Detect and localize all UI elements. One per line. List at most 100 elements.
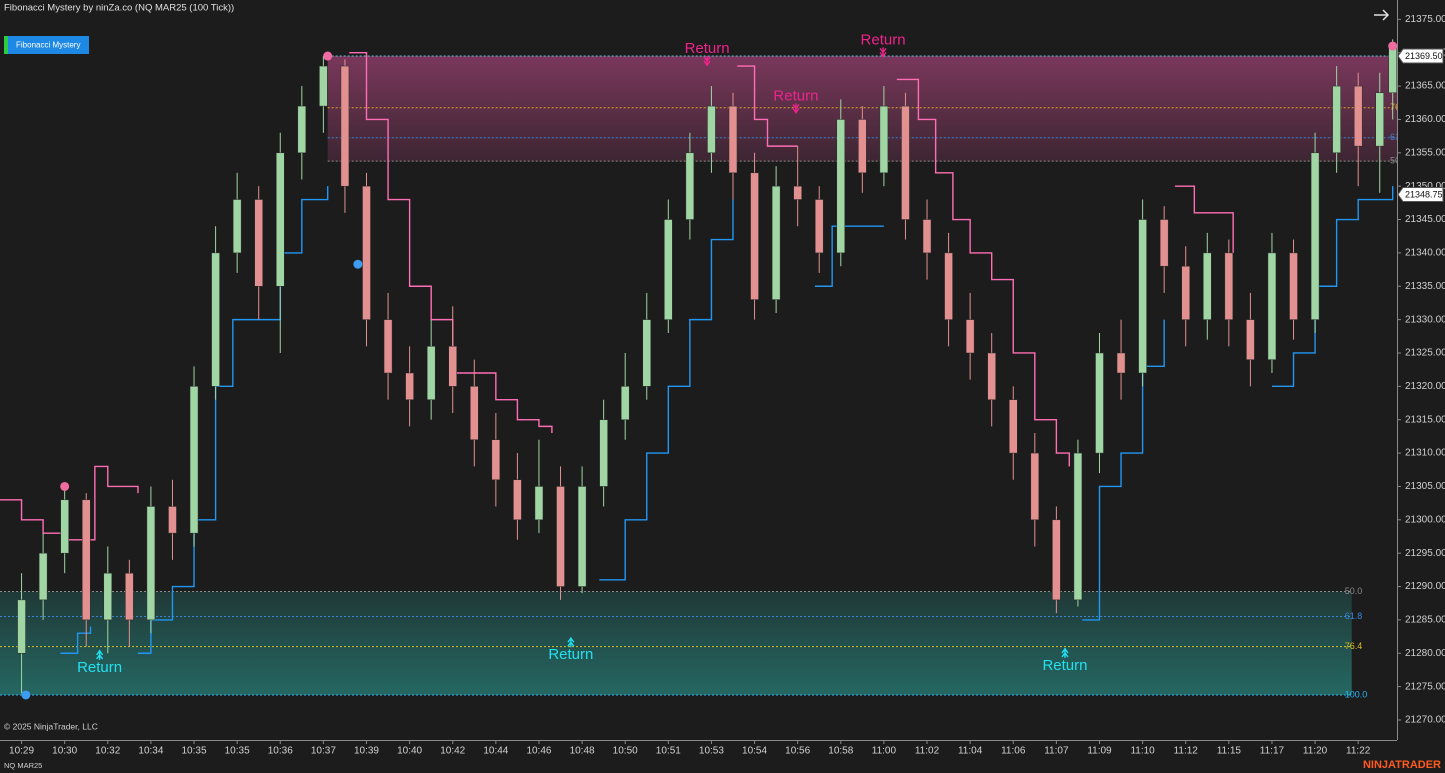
x-tick-label: 10:46 bbox=[526, 746, 551, 757]
annotation-arrow bbox=[96, 649, 104, 660]
candle-body bbox=[944, 252, 953, 320]
x-tick-label: 10:54 bbox=[742, 746, 767, 757]
indicator-button[interactable]: Fibonacci Mystery bbox=[4, 36, 89, 54]
candle-body bbox=[513, 479, 522, 521]
y-tick-label: 21295.00 bbox=[1405, 548, 1445, 559]
candle-body bbox=[1030, 452, 1040, 521]
x-tick-label: 11:04 bbox=[958, 746, 983, 757]
annotation-label: Return bbox=[1042, 657, 1087, 674]
x-tick-label: 11:17 bbox=[1260, 746, 1285, 757]
x-tick-label: 10:51 bbox=[656, 746, 681, 757]
candle-body bbox=[1375, 92, 1385, 147]
candle-body bbox=[1116, 352, 1126, 374]
candle-body bbox=[728, 105, 738, 174]
x-tick-label: 10:53 bbox=[699, 746, 724, 757]
candle-body bbox=[1203, 252, 1212, 320]
candle-body bbox=[901, 105, 910, 220]
candle-body bbox=[922, 219, 932, 254]
signal-dot bbox=[353, 259, 363, 269]
y-tick-label: 21300.00 bbox=[1405, 514, 1445, 525]
y-tick-label: 21285.00 bbox=[1405, 615, 1445, 626]
candle-body bbox=[987, 352, 996, 400]
candle-body bbox=[189, 386, 199, 534]
y-tick-label: 21350.00 bbox=[1405, 181, 1445, 192]
candle-body bbox=[642, 319, 652, 387]
candle-body bbox=[1009, 399, 1018, 454]
y-tick-label: 21345.00 bbox=[1405, 214, 1445, 225]
candle-body bbox=[1073, 452, 1083, 601]
y-tick-label: 21335.00 bbox=[1405, 281, 1445, 292]
x-tick-label: 10:58 bbox=[828, 746, 853, 757]
y-tick-label: 21275.00 bbox=[1405, 681, 1445, 692]
y-tick-label: 21310.00 bbox=[1405, 448, 1445, 459]
candle-body bbox=[879, 105, 889, 174]
scroll-arrow-icon[interactable] bbox=[1374, 9, 1390, 21]
x-tick-label: 11:15 bbox=[1217, 746, 1242, 757]
x-tick-label: 11:07 bbox=[1044, 746, 1069, 757]
y-tick-label: 21280.00 bbox=[1405, 648, 1445, 659]
y-tick-label: 21305.00 bbox=[1405, 481, 1445, 492]
candle-body bbox=[577, 486, 587, 587]
candle-body bbox=[1224, 252, 1234, 320]
candle-body bbox=[1332, 85, 1341, 154]
candle-body bbox=[276, 152, 285, 287]
fib-level-label: 76.4 bbox=[1345, 641, 1363, 651]
x-tick-label: 10:39 bbox=[354, 746, 379, 757]
signal-dot bbox=[60, 481, 70, 491]
candle-body bbox=[426, 346, 436, 400]
plot-area: 76.4 61.8 50.0 50.0 61.8 76.4 100.0 Return Retur… bbox=[0, 31, 1397, 700]
button-bg[interactable] bbox=[4, 36, 89, 54]
x-tick-label: 11:02 bbox=[915, 746, 940, 757]
y-tick-label: 21325.00 bbox=[1405, 348, 1445, 359]
price-label-text: 21348.75 bbox=[1405, 189, 1443, 199]
candle-body bbox=[793, 185, 802, 200]
y-tick-label: 21270.00 bbox=[1405, 715, 1445, 726]
x-tick-label: 11:20 bbox=[1303, 746, 1328, 757]
signal-dot bbox=[1388, 41, 1397, 51]
annotation-arrow bbox=[1061, 647, 1069, 658]
candle-body bbox=[297, 105, 307, 154]
candle-body bbox=[168, 506, 177, 534]
x-tick-label: 11:06 bbox=[1001, 746, 1026, 757]
x-tick-label: 10:50 bbox=[613, 746, 638, 757]
x-tick-label: 10:35 bbox=[225, 746, 250, 757]
x-tick-label: 11:10 bbox=[1130, 746, 1155, 757]
candle-body bbox=[211, 252, 220, 387]
annotation-label: Return bbox=[77, 659, 122, 676]
y-tick-label: 21365.00 bbox=[1405, 81, 1445, 92]
candle-body bbox=[81, 499, 91, 621]
candle-body bbox=[491, 439, 501, 481]
annotation-arrow bbox=[879, 47, 887, 58]
candle-body bbox=[340, 65, 350, 187]
brand-logo: NINJATRADER bbox=[1363, 759, 1441, 771]
fib-level-label: 50.0 bbox=[1345, 586, 1363, 596]
candle-body bbox=[836, 119, 846, 254]
candle-body bbox=[362, 185, 371, 320]
candle-body bbox=[620, 386, 630, 420]
chart-title: Fibonacci Mystery by ninZa.co (NQ MAR25 … bbox=[4, 3, 234, 14]
x-tick-label: 10:35 bbox=[182, 746, 207, 757]
price-label-box bbox=[1397, 187, 1444, 203]
x-tick-label: 10:48 bbox=[570, 746, 595, 757]
y-tick-label: 21315.00 bbox=[1405, 414, 1445, 425]
fib-zone bbox=[0, 591, 1352, 695]
fib-level-label: 100.0 bbox=[1345, 689, 1368, 699]
candle-body bbox=[1138, 219, 1147, 374]
x-tick-label: 10:44 bbox=[483, 746, 508, 757]
button-label[interactable]: Fibonacci Mystery bbox=[16, 41, 80, 50]
price-label-text: 21369.50 bbox=[1405, 51, 1443, 61]
price-label-box bbox=[1397, 48, 1444, 64]
x-tick-label: 11:22 bbox=[1346, 746, 1371, 757]
annotation-label: Return bbox=[685, 40, 730, 57]
x-tick-label: 10:40 bbox=[397, 746, 422, 757]
candle-body bbox=[965, 319, 975, 354]
x-tick-label: 10:36 bbox=[268, 746, 293, 757]
x-tick-label: 11:12 bbox=[1174, 746, 1199, 757]
annotation-label: Return bbox=[773, 87, 818, 104]
y-tick-label: 21290.00 bbox=[1405, 581, 1445, 592]
candle-body bbox=[1388, 45, 1397, 94]
candle-body bbox=[771, 185, 781, 300]
candle-body bbox=[707, 105, 716, 154]
candle-body bbox=[254, 199, 263, 287]
